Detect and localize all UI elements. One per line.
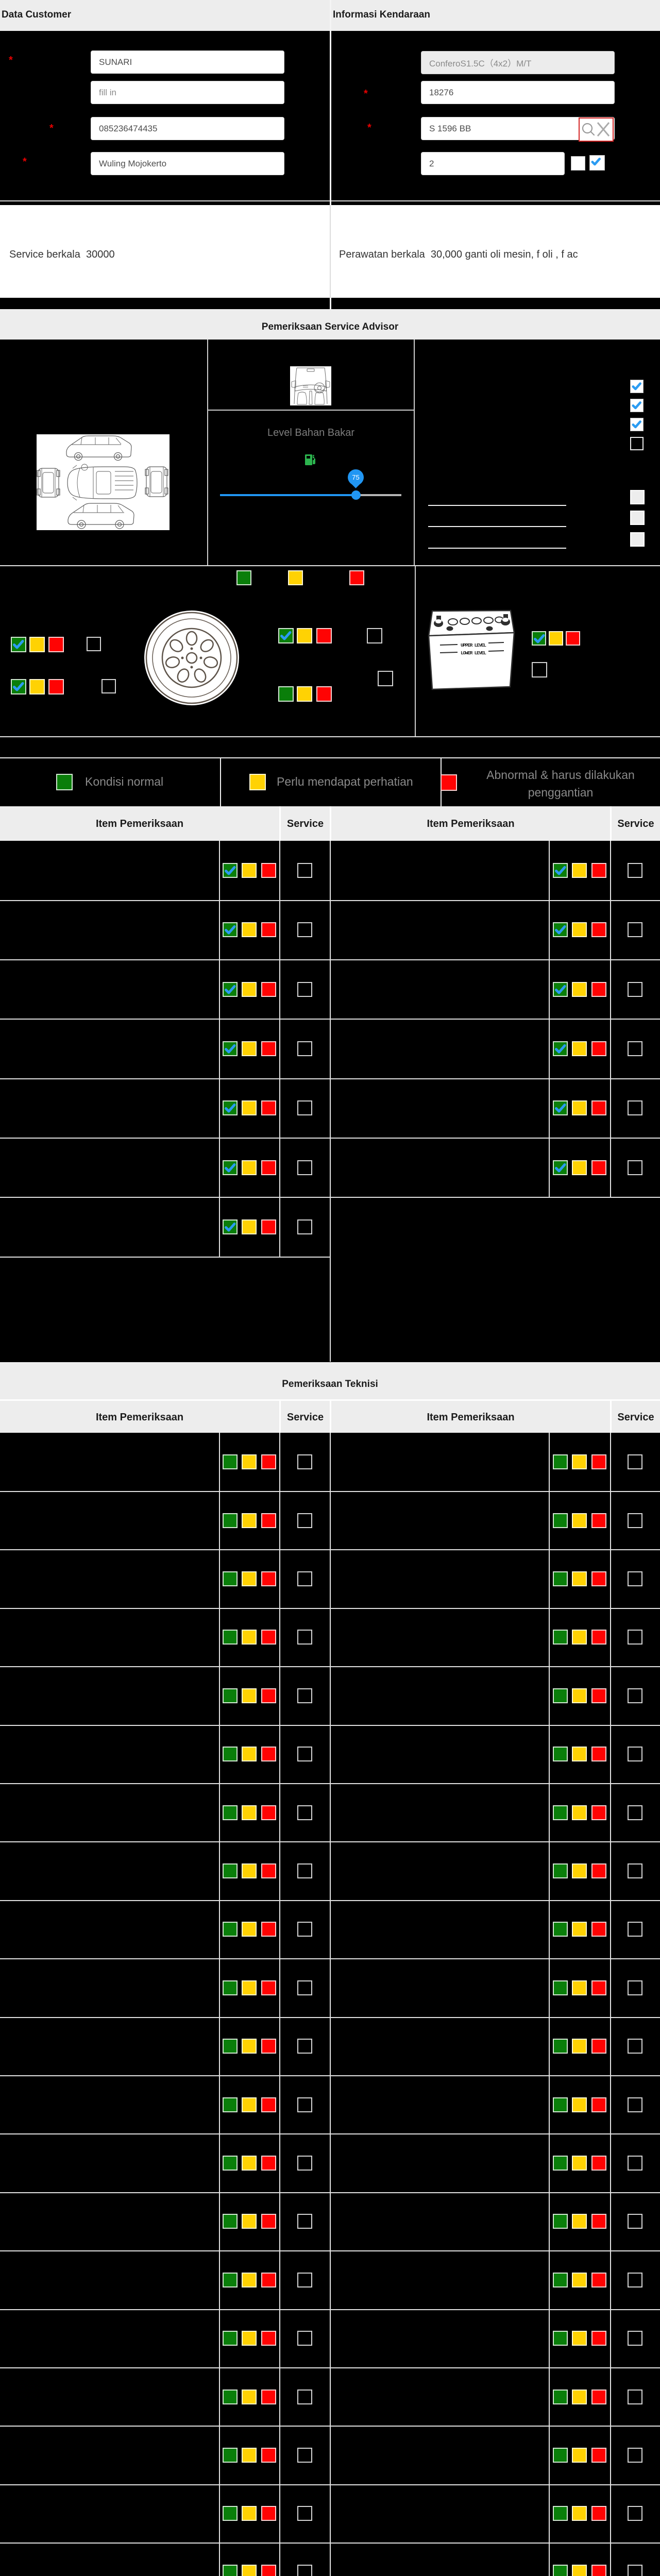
svg-text:LOWER LEVEL: LOWER LEVEL — [461, 650, 486, 656]
svg-text:UPPER LEVEL: UPPER LEVEL — [461, 642, 486, 648]
